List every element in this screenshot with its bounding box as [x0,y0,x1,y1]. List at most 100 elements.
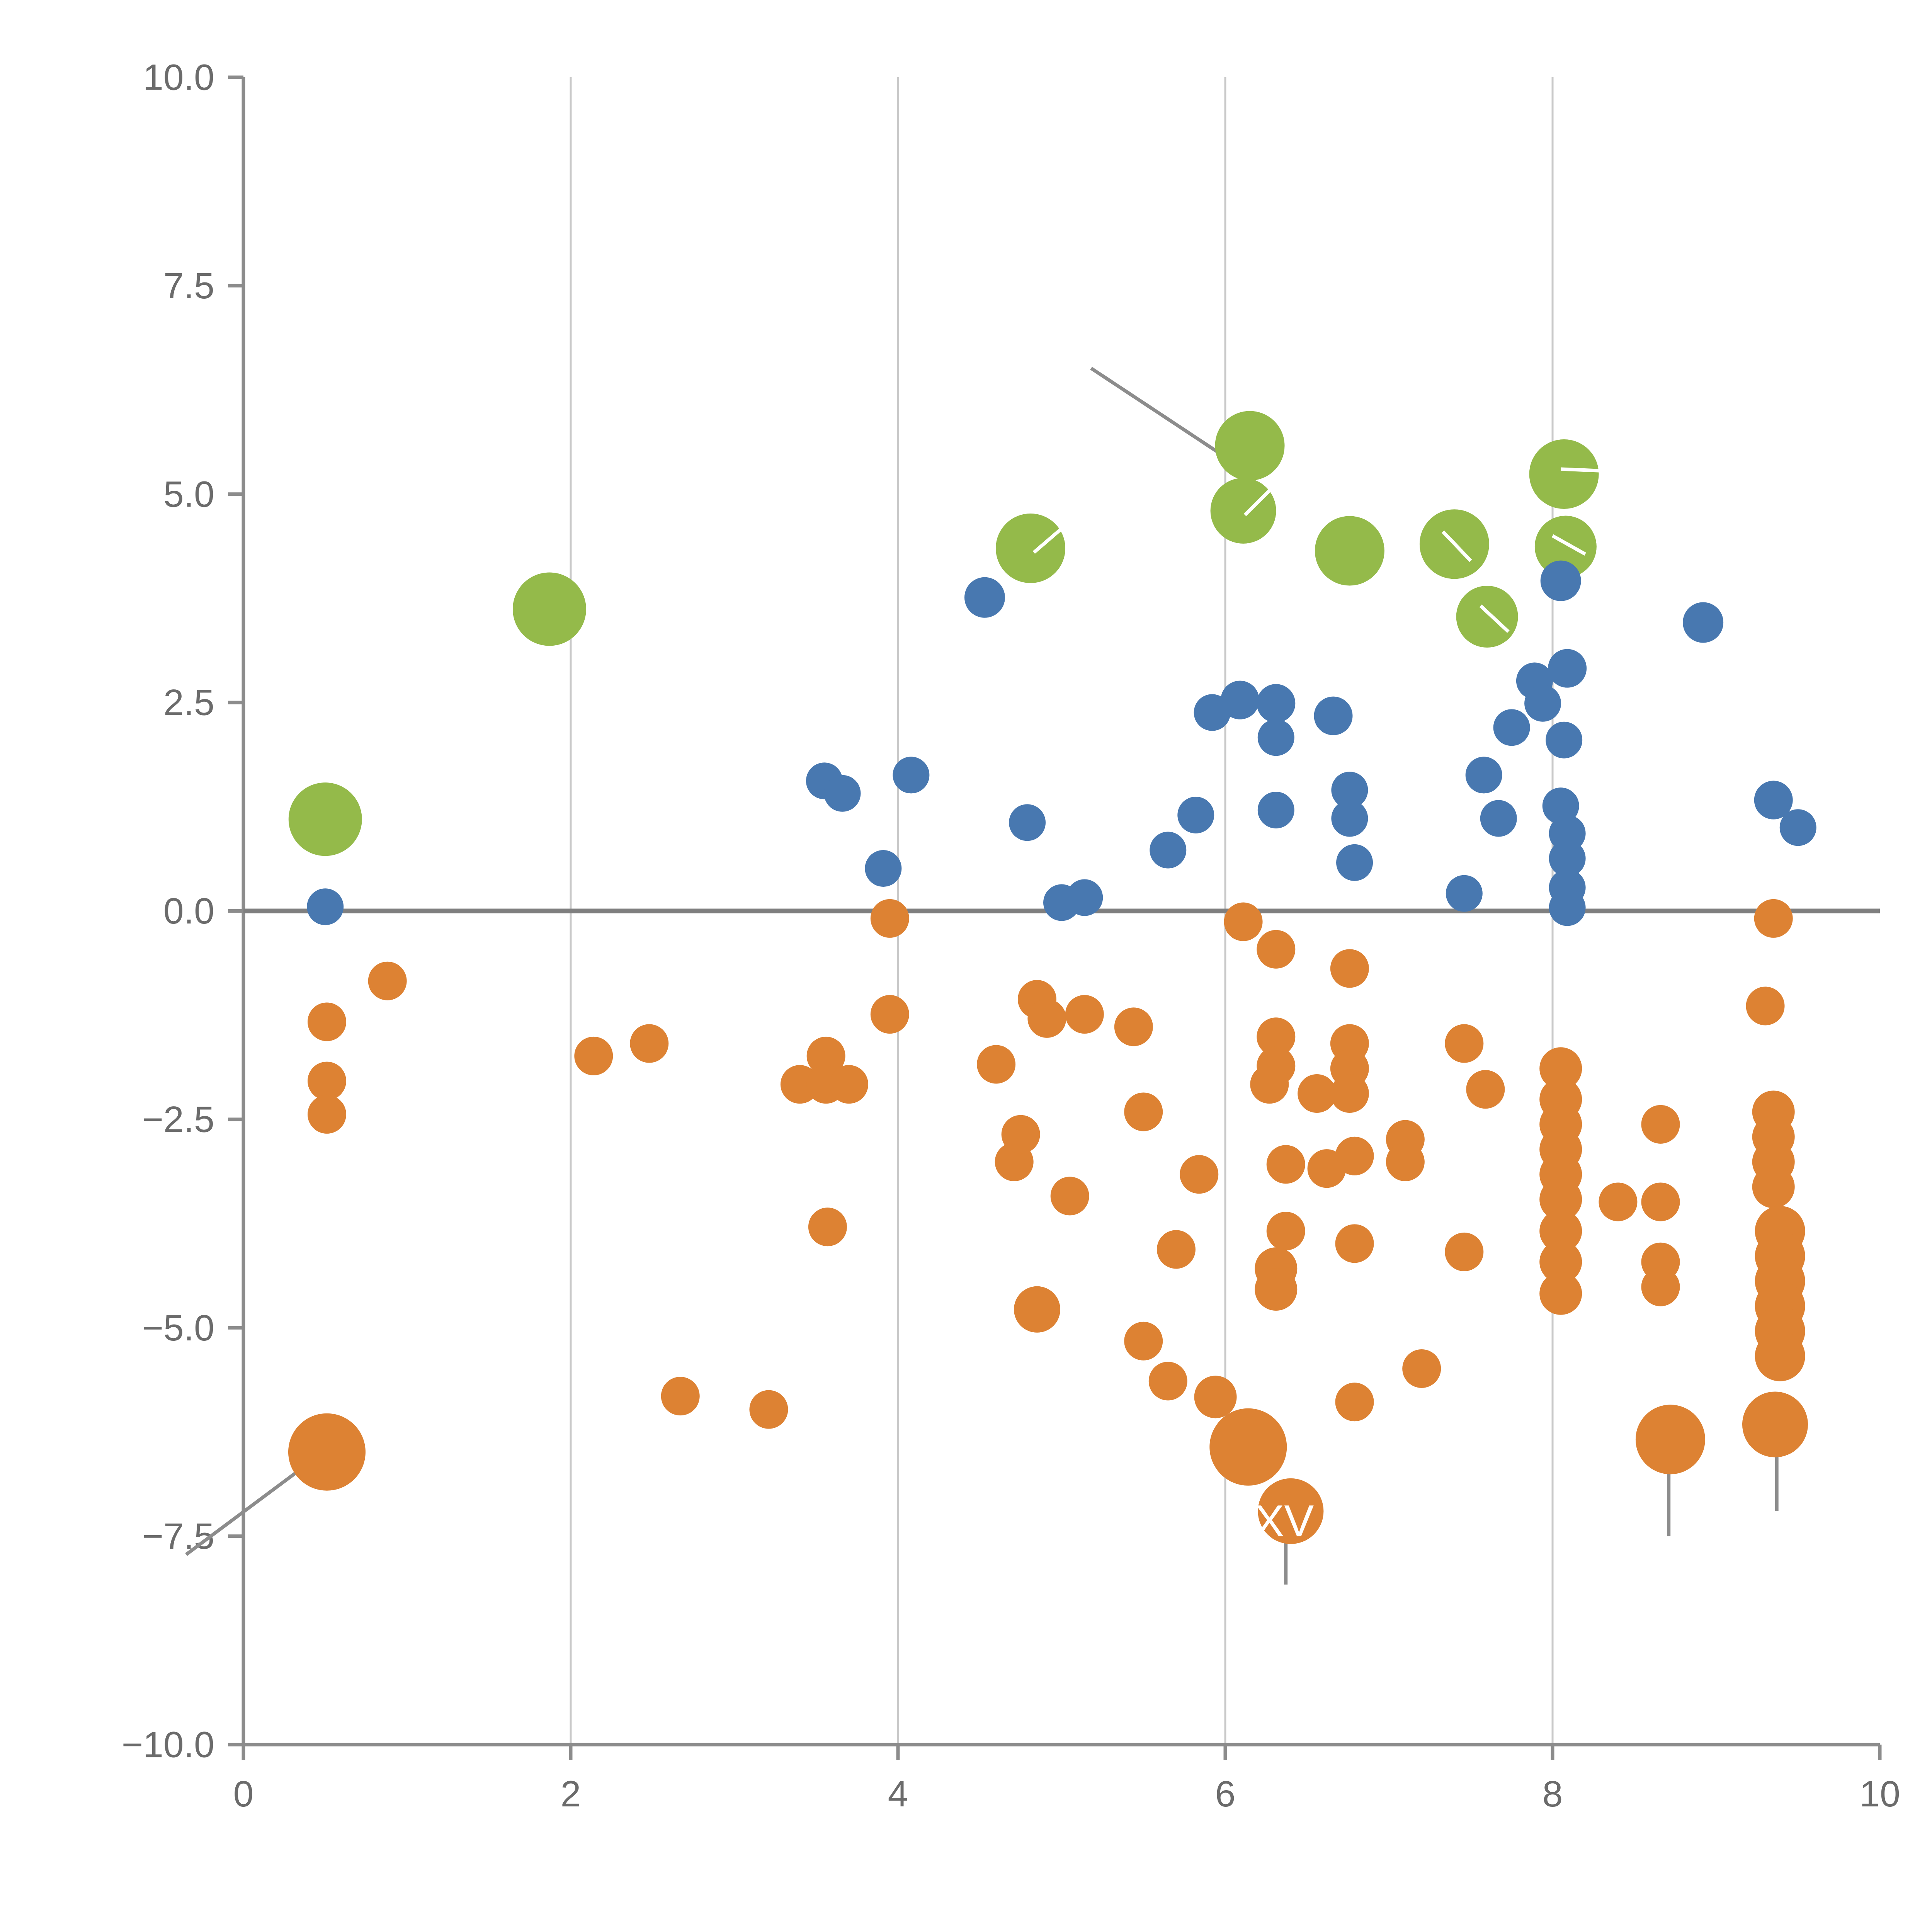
data-point-blue [1480,800,1517,837]
data-point-orange [1298,1074,1337,1113]
data-point-green [1534,515,1597,578]
annotation-white-mark [1551,534,1586,556]
data-point-orange [829,1065,868,1104]
data-point-blue [1548,649,1587,688]
data-point-orange [749,1390,788,1429]
data-point-orange [1266,1145,1305,1184]
x-tick-label: 6 [1215,1774,1236,1815]
y-tick-label: 0.0 [163,891,214,932]
data-point-orange [1014,1286,1060,1333]
data-point-blue [307,888,344,925]
y-tick-label: 10.0 [143,57,214,98]
data-point-orange [1027,999,1066,1038]
data-point-orange [1124,1321,1163,1361]
data-point-orange [1335,1136,1374,1175]
data-point-orange [630,1024,669,1063]
data-point-green [1315,516,1384,586]
data-point-blue [1540,560,1581,601]
data-point-orange [1330,1074,1369,1113]
data-point-orange [1539,1209,1582,1252]
data-point-green [1215,411,1285,481]
data-point-orange [1641,1267,1680,1306]
data-point-blue [1683,602,1724,643]
data-point-orange [661,1377,700,1416]
data-point-orange [1539,1047,1582,1090]
x-tick-label: 4 [888,1774,908,1815]
x-tick-label: 8 [1543,1774,1563,1815]
data-point-orange [1742,1391,1808,1458]
data-point-blue [1177,796,1214,833]
data-point-orange [1539,1178,1582,1221]
data-point-orange [1114,1007,1153,1046]
data-point-orange [1402,1349,1441,1388]
data-point-blue [1257,791,1294,828]
data-point-orange [1635,1405,1705,1475]
data-point-blue [824,775,861,812]
data-point-green [1529,439,1599,509]
annotation-white-mark [1243,484,1276,516]
data-point-green [996,513,1066,583]
data-point-orange [1250,1065,1289,1104]
data-point-blue [1150,832,1187,869]
annotation-white-mark [1032,524,1066,554]
data-point-blue [1336,844,1373,881]
data-point-blue [964,577,1005,618]
data-point-orange [1209,1408,1287,1486]
data-point-orange [1386,1142,1425,1181]
y-tick-label: 2.5 [163,682,214,723]
data-point-orange [574,1036,613,1075]
data-point-orange [1539,1240,1582,1283]
data-point-blue [865,850,902,887]
data-point-blue [893,757,930,794]
data-point-orange [1156,1230,1196,1269]
annotation-leader-line [1090,367,1235,464]
data-point-blue [1066,879,1103,916]
data-point-orange [1224,902,1263,941]
data-point-green [1456,585,1518,648]
data-point-blue [1524,685,1561,722]
data-point-blue [1779,809,1816,846]
data-point-orange [307,1095,346,1134]
data-point-blue [1446,875,1483,912]
data-point-orange [1148,1362,1187,1401]
y-tick-label: 7.5 [163,265,214,306]
data-point-orange [288,1413,366,1491]
data-point-orange [1466,1070,1505,1109]
data-point-orange [1257,930,1296,969]
data-point-blue [1546,721,1583,759]
data-point-orange [808,1208,847,1247]
data-point-orange [1194,1376,1237,1418]
annotation-white-mark [1560,467,1602,473]
data-point-orange [1599,1182,1638,1221]
data-point-orange [1754,899,1793,938]
data-point-orange [1065,995,1104,1034]
data-point-blue [1465,757,1502,794]
data-point-orange [870,995,909,1034]
y-tick-label: −2.5 [142,1099,214,1140]
data-point-blue [1314,696,1353,735]
data-point-blue [1009,804,1046,841]
data-point-blue [1493,709,1530,746]
data-point-orange [1255,1268,1298,1311]
data-point-orange [1124,1092,1163,1131]
data-point-blue [1542,787,1579,825]
data-point-blue [1754,781,1793,820]
data-point-blue [1257,719,1294,756]
data-point-orange [1335,1383,1374,1422]
x-tick-label: 0 [233,1774,254,1815]
data-point-orange [307,1002,346,1041]
data-point-orange [1330,949,1369,988]
y-tick-label: −5.0 [142,1308,214,1349]
data-point-orange [870,899,909,938]
data-point-orange [307,1061,346,1100]
data-point-orange [806,1036,845,1075]
data-point-orange [977,1045,1016,1084]
data-point-orange [368,961,407,1000]
x-tick-label: 10 [1859,1774,1900,1815]
data-point-orange [1641,1182,1680,1221]
annotation-white-mark [1479,604,1510,633]
data-point-orange [1258,1478,1324,1544]
data-point-orange [1266,1211,1305,1250]
data-point-orange [1539,1272,1582,1315]
